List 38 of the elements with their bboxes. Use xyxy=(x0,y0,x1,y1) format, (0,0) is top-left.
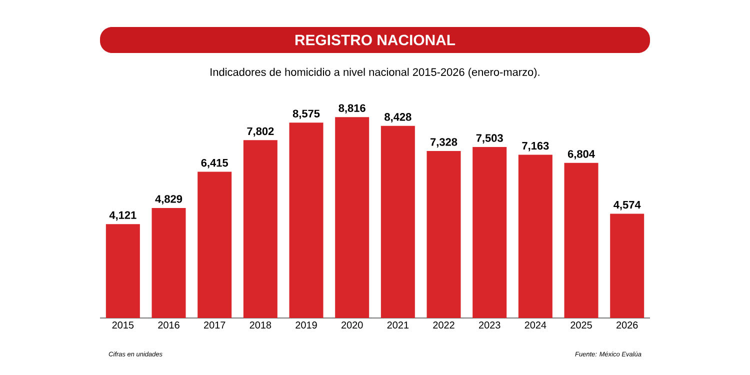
x-tick-label: 2018 xyxy=(250,322,272,329)
x-tick-label: 2025 xyxy=(570,322,592,329)
bar xyxy=(335,117,370,318)
data-label: 4,121 xyxy=(109,211,136,221)
data-label: 6,804 xyxy=(568,150,595,160)
data-label: 7,328 xyxy=(430,138,458,148)
bar xyxy=(198,172,232,318)
bar xyxy=(152,208,186,318)
bar xyxy=(610,214,644,318)
chart-subtitle: Indicadores de homicidio a nivel nacional 2015-2026 (enero-marzo). xyxy=(210,68,540,78)
data-label: 4,574 xyxy=(614,201,641,210)
bar xyxy=(472,147,507,318)
data-label: 8,816 xyxy=(338,104,366,114)
data-label: 8,575 xyxy=(292,110,320,120)
bar xyxy=(564,162,598,318)
data-label: 8,428 xyxy=(384,113,412,122)
x-tick-label: 2021 xyxy=(387,322,409,329)
bar xyxy=(426,150,461,318)
bar xyxy=(106,224,140,318)
x-tick-label: 2017 xyxy=(204,322,226,329)
x-tick-label: 2022 xyxy=(433,322,454,329)
data-label: 7,802 xyxy=(247,127,274,137)
bar xyxy=(289,122,324,318)
x-tick-label: 2020 xyxy=(342,322,363,329)
x-tick-label: 2024 xyxy=(524,322,546,329)
x-tick-label: 2016 xyxy=(158,322,180,329)
x-tick-label: 2026 xyxy=(616,322,638,329)
data-label: 6,415 xyxy=(201,158,228,168)
bar xyxy=(243,140,278,318)
data-label: 7,503 xyxy=(476,134,503,144)
bar xyxy=(518,154,552,318)
data-label: 4,829 xyxy=(155,195,182,204)
data-label: 7,163 xyxy=(522,142,549,152)
x-tick-label: 2015 xyxy=(112,322,134,329)
bar xyxy=(380,126,415,318)
x-tick-label: 2023 xyxy=(479,322,500,329)
x-tick-label: 2019 xyxy=(296,322,317,329)
chart-title: REGISTRO NACIONAL xyxy=(295,34,456,46)
